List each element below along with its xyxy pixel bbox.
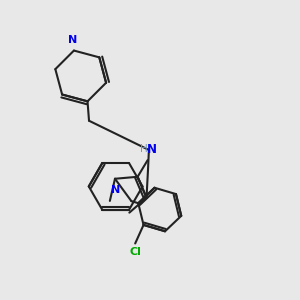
Text: N: N — [147, 143, 157, 156]
Text: H: H — [140, 144, 147, 154]
Text: N: N — [111, 185, 120, 195]
Text: Cl: Cl — [129, 247, 141, 257]
Text: N: N — [68, 35, 77, 45]
